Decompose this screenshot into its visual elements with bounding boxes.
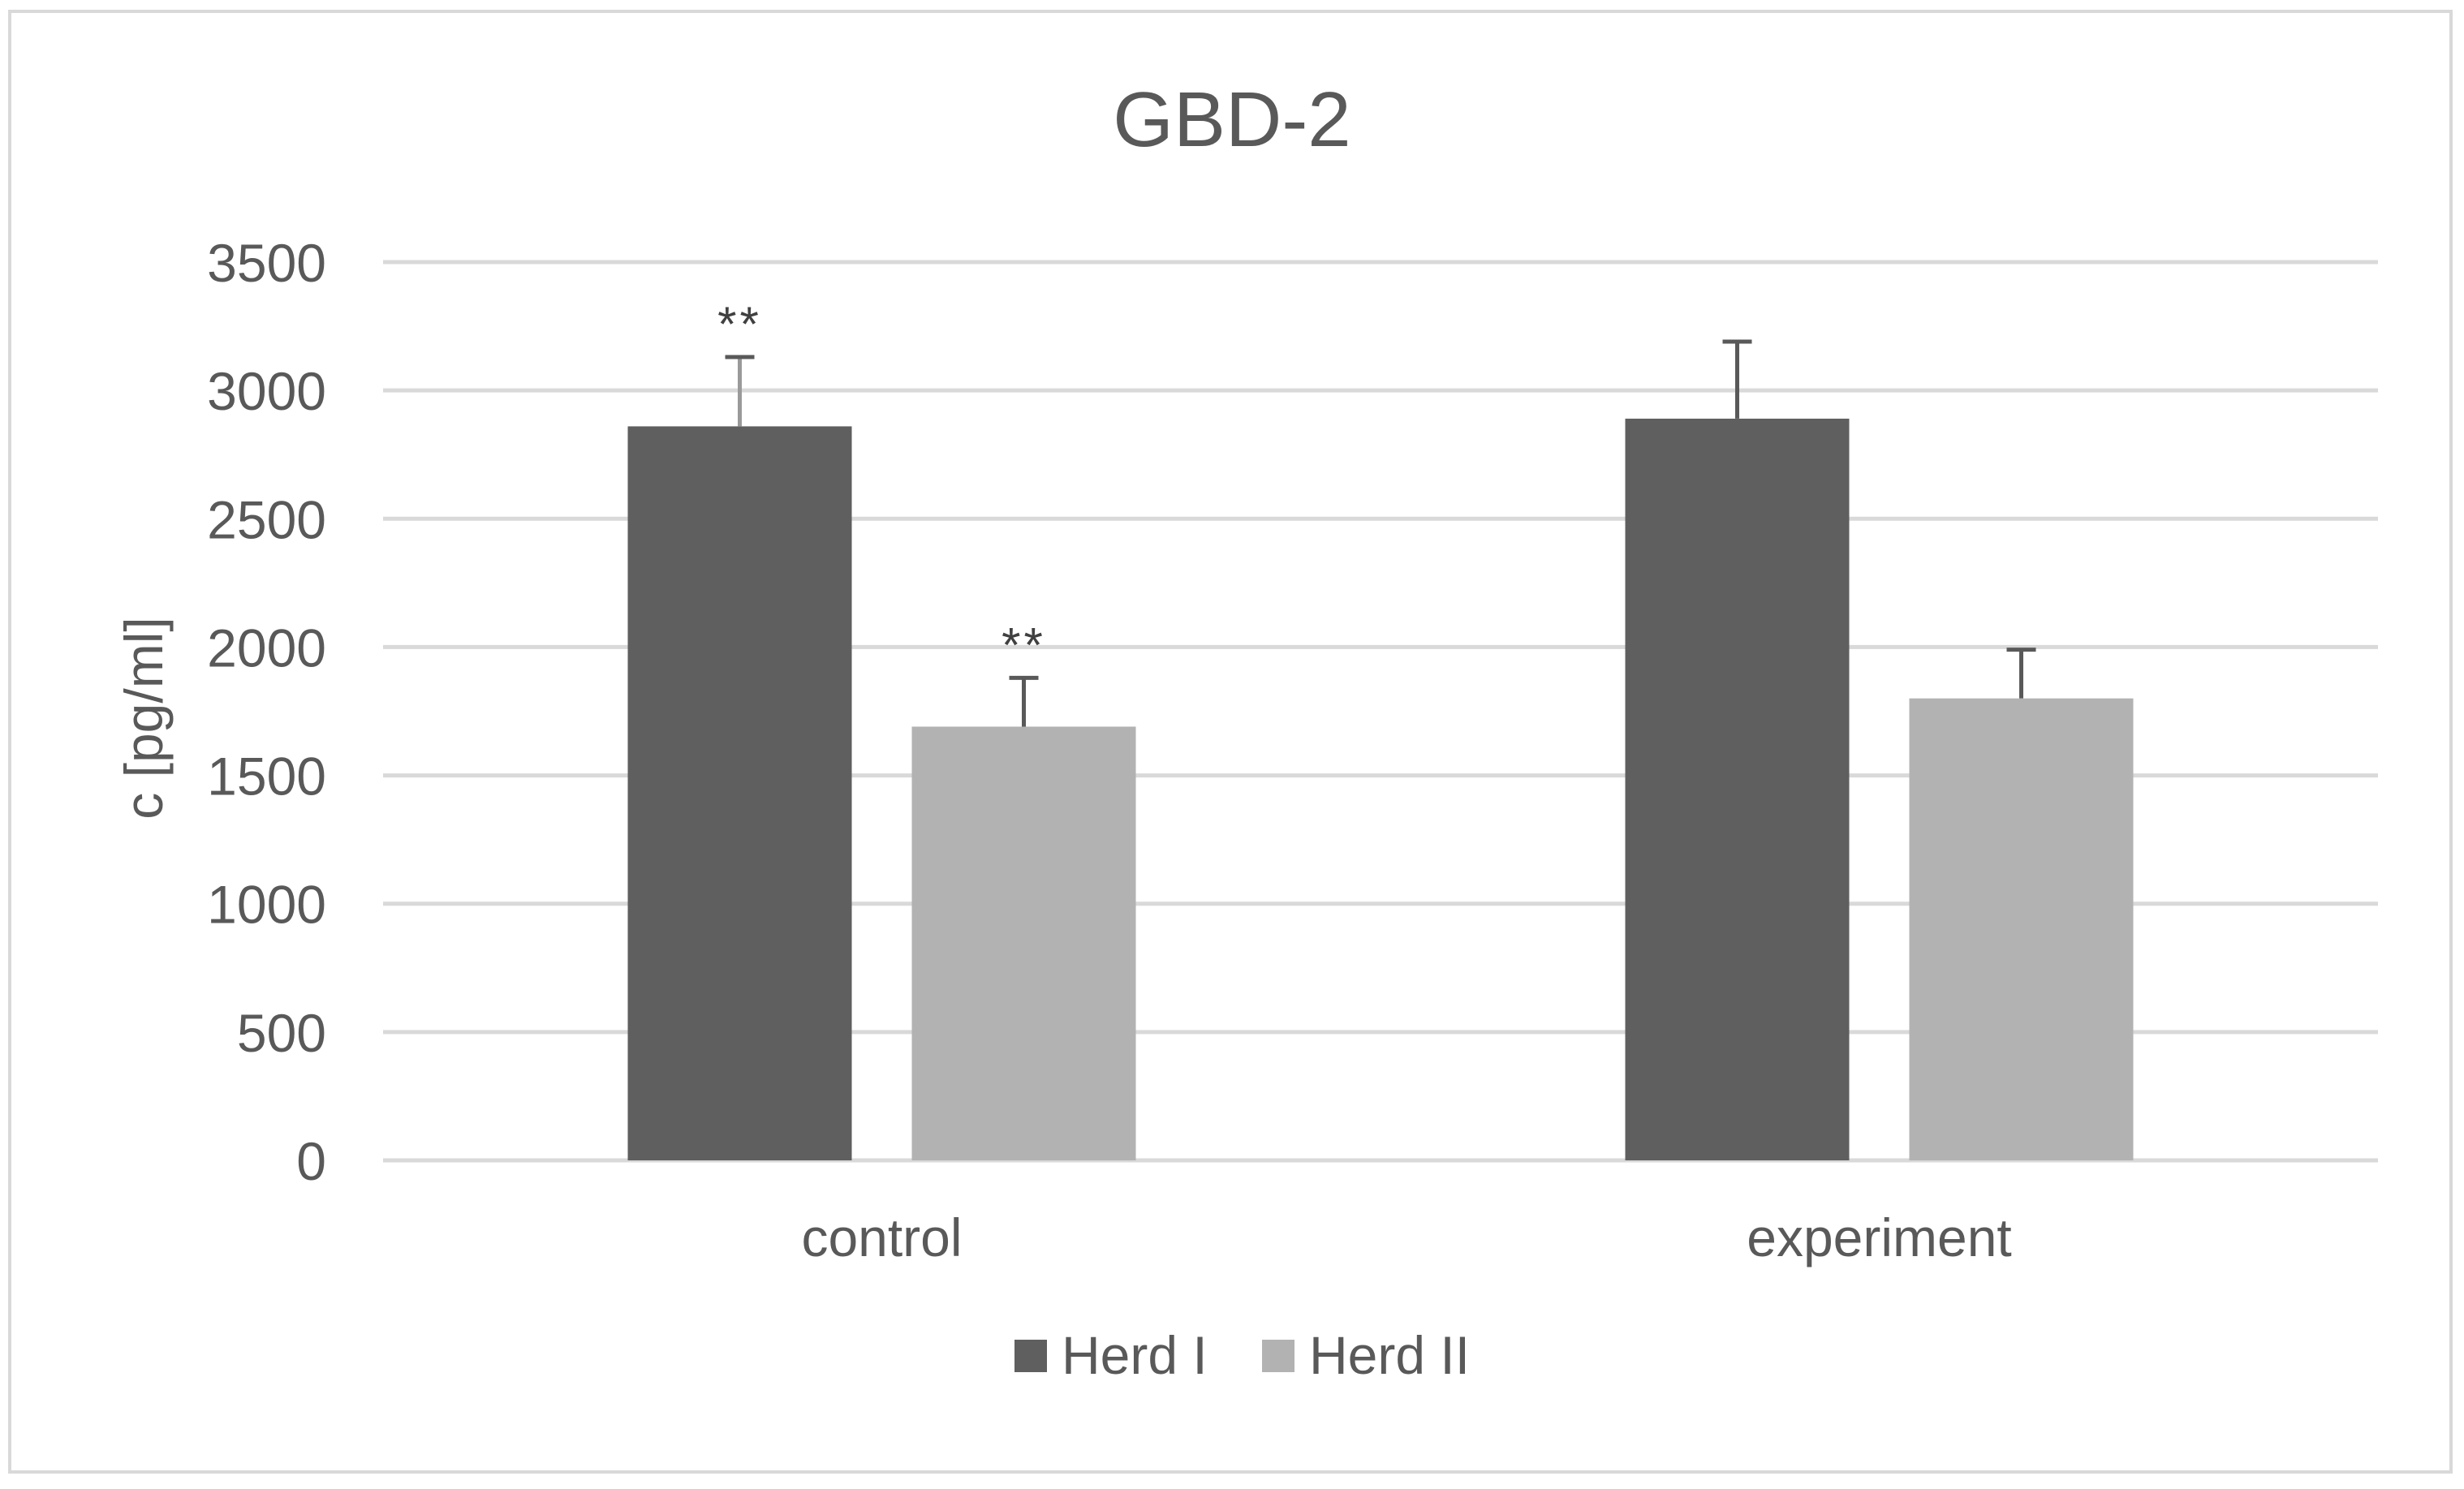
legend: Herd I Herd II bbox=[1014, 1325, 1470, 1385]
y-axis-label: c [pg/ml] bbox=[114, 617, 174, 819]
y-tick-label: 500 bbox=[237, 1003, 326, 1063]
labels: 0 500 1000 1500 2000 2500 3000 3500 ** ** control e… bbox=[207, 233, 2012, 1267]
y-tick-label: 1500 bbox=[207, 747, 326, 807]
legend-swatch bbox=[1014, 1340, 1047, 1372]
bar-0-1 bbox=[911, 726, 1136, 1160]
bar-1-1 bbox=[1909, 698, 2134, 1160]
y-tick-label: 1000 bbox=[207, 875, 326, 935]
y-tick-label: 0 bbox=[296, 1131, 326, 1191]
y-tick-label: 2500 bbox=[207, 489, 326, 549]
legend-swatch bbox=[1262, 1340, 1294, 1372]
legend-label: Herd II bbox=[1309, 1325, 1470, 1385]
chart-title: GBD-2 bbox=[1113, 76, 1350, 163]
y-tick-label: 3000 bbox=[207, 361, 326, 421]
legend-label: Herd I bbox=[1062, 1325, 1208, 1385]
y-tick-label: 3500 bbox=[207, 233, 326, 293]
x-tick-label: control bbox=[801, 1207, 962, 1267]
y-tick-label: 2000 bbox=[207, 618, 326, 678]
bar-0-0 bbox=[627, 426, 852, 1160]
significance-label: ** bbox=[1002, 618, 1046, 672]
error-bars bbox=[725, 339, 2036, 727]
significance-label: ** bbox=[717, 297, 762, 351]
bars bbox=[627, 418, 2134, 1160]
bar-1-0 bbox=[1625, 418, 1850, 1160]
x-tick-label: experiment bbox=[1747, 1207, 2012, 1267]
